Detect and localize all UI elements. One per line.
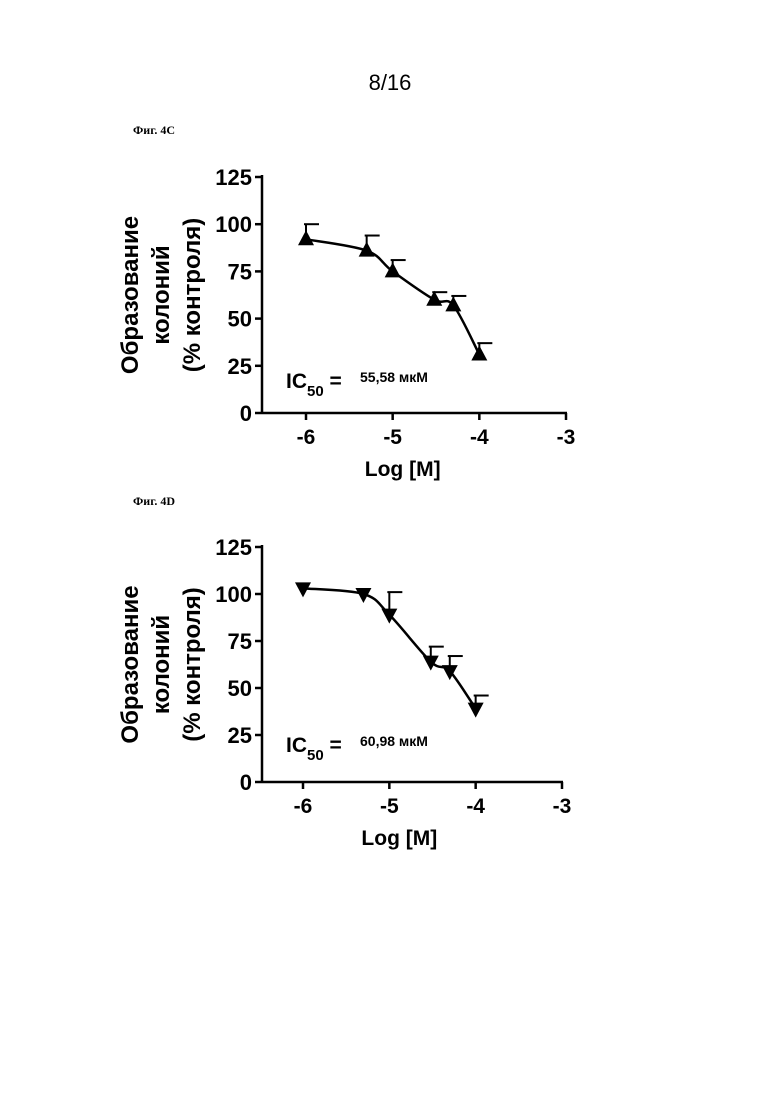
figure-label-4d: Фиг. 4D <box>133 494 175 509</box>
y-tick-label: 100 <box>215 582 252 607</box>
y-axis-label-line: колоний <box>148 245 175 344</box>
y-tick-label: 0 <box>240 401 252 426</box>
ic50-annotation: IC50 = <box>286 370 342 400</box>
ic50-subscript: 50 <box>307 747 324 764</box>
y-tick-label: 125 <box>215 165 252 190</box>
chart-4c: 0 25 50 75 100 125 -6 -5 -4 -3 Log [M] Образованиек… <box>0 150 780 490</box>
y-tick-label: 100 <box>215 212 252 237</box>
x-axis-label: Log [M] <box>365 458 441 481</box>
ic50-subscript: 50 <box>307 383 324 400</box>
ic50-prefix: IC <box>286 370 307 393</box>
y-tick-label: 25 <box>228 723 252 748</box>
x-tick-label: -3 <box>557 426 576 449</box>
ic50-value: 60,98 мкМ <box>360 733 428 749</box>
data-point <box>471 345 487 360</box>
y-axis-label-line: (% контроля) <box>179 218 206 373</box>
data-point <box>468 703 484 718</box>
y-axis-label: Образованиеколоний(% контроля) <box>117 585 206 743</box>
ic50-value: 55,58 мкМ <box>360 369 428 385</box>
data-point <box>445 296 461 311</box>
y-axis-label-line: (% контроля) <box>179 587 206 742</box>
y-tick-label: 50 <box>228 307 252 332</box>
x-axis-label: Log [M] <box>361 827 437 850</box>
figure-label-4c: Фиг. 4C <box>133 123 175 138</box>
x-tick-label: -4 <box>470 426 489 449</box>
x-tick-label: -5 <box>380 795 399 818</box>
y-axis-label-line: Образование <box>117 216 144 374</box>
ic50-equals: = <box>324 370 342 393</box>
x-tick-label: -4 <box>466 795 485 818</box>
y-axis-label-line: колоний <box>148 615 175 714</box>
ic50-equals: = <box>324 734 342 757</box>
page-number: 8/16 <box>0 70 780 96</box>
chart-4d: 0 25 50 75 100 125 -6 -5 -4 -3 Log [M] Образованиек… <box>0 520 780 860</box>
y-tick-label: 125 <box>215 535 252 560</box>
x-tick-label: -6 <box>294 795 313 818</box>
x-tick-label: -5 <box>383 426 402 449</box>
data-point <box>385 262 401 277</box>
y-tick-label: 75 <box>228 629 252 654</box>
x-tick-label: -3 <box>553 795 572 818</box>
y-tick-label: 50 <box>228 676 252 701</box>
y-tick-label: 75 <box>228 259 252 284</box>
y-axis-label: Образованиеколоний(% контроля) <box>117 216 206 374</box>
ic50-annotation: IC50 = <box>286 734 342 764</box>
data-point <box>423 656 439 671</box>
y-tick-label: 0 <box>240 770 252 795</box>
data-point <box>298 230 314 245</box>
ic50-prefix: IC <box>286 734 307 757</box>
y-tick-label: 25 <box>228 354 252 379</box>
y-axis-label-line: Образование <box>117 585 144 743</box>
x-tick-label: -6 <box>297 426 316 449</box>
